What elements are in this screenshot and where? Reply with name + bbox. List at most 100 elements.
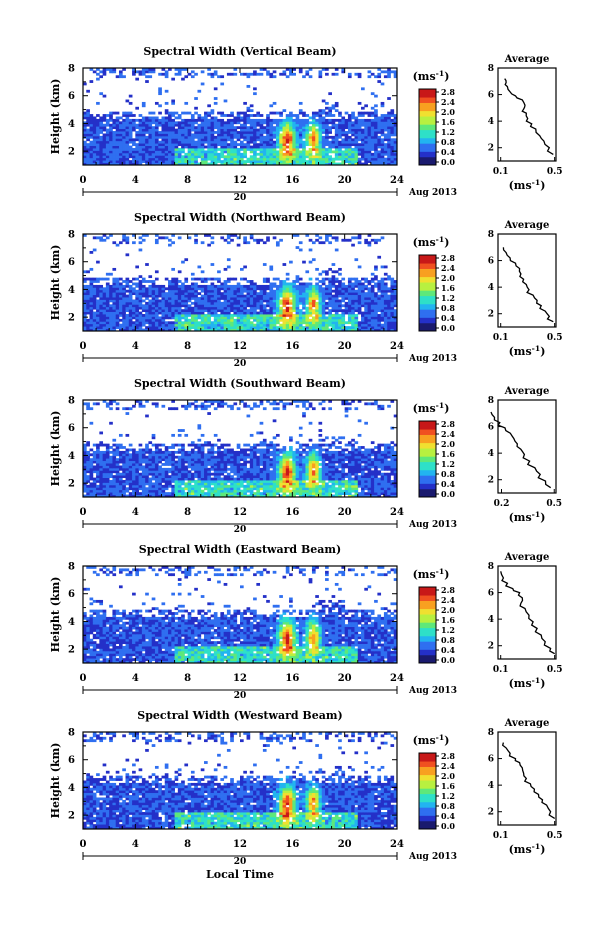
heatmap-cell: [321, 480, 326, 483]
heatmap-cell: [96, 162, 100, 166]
heatmap-cell: [315, 118, 319, 122]
heatmap-cell: [118, 145, 123, 149]
heatmap-cell: [158, 145, 162, 149]
heatmap-cell: [266, 280, 270, 283]
heatmap-cell: [102, 114, 107, 117]
heatmap-cell: [171, 121, 175, 125]
heatmap-cell: [226, 148, 231, 151]
heatmap-cell: [115, 126, 120, 130]
heatmap-cell: [220, 292, 225, 296]
heatmap-cell: [308, 126, 313, 130]
heatmap-cell: [328, 494, 332, 498]
heatmap-cell: [292, 138, 296, 142]
heatmap-cell: [197, 143, 202, 146]
heatmap-cell: [289, 299, 293, 303]
heatmap-cell: [357, 135, 362, 139]
heatmap-cell: [135, 294, 139, 298]
heatmap-cell: [334, 135, 339, 139]
heatmap-cell: [135, 150, 139, 154]
heatmap-cell: [102, 318, 107, 322]
heatmap-cell: [364, 328, 368, 332]
heatmap-cell: [285, 135, 290, 139]
heatmap-cell: [141, 314, 146, 317]
y-tick-label: 6: [68, 91, 75, 102]
heatmap-cell: [233, 126, 238, 130]
heatmap-cell: [354, 128, 359, 132]
heatmap-cell: [86, 326, 90, 329]
heatmap-cell: [135, 314, 139, 317]
heatmap-cell: [305, 118, 310, 122]
colorbar-frame: [418, 254, 437, 332]
heatmap-cell: [151, 143, 156, 146]
heatmap-cell: [89, 306, 94, 310]
heatmap-cell: [177, 150, 182, 154]
heatmap-cell: [102, 162, 107, 166]
heatmap-cell: [112, 289, 117, 293]
heatmap-cell: [393, 280, 398, 283]
heatmap-cell: [383, 314, 388, 317]
heatmap-cell: [99, 118, 104, 122]
heatmap-cell: [351, 294, 355, 298]
heatmap-cell: [374, 265, 378, 269]
heatmap-cell: [177, 72, 182, 76]
heatmap-cell: [204, 145, 208, 149]
heatmap-cell: [338, 480, 342, 483]
heatmap-cell: [383, 135, 388, 139]
heatmap-cell: [383, 70, 388, 74]
heatmap-cell: [204, 284, 208, 288]
heatmap-cell: [262, 135, 267, 139]
heatmap-cell: [194, 321, 198, 325]
heatmap-cell: [325, 311, 329, 315]
heatmap-cell: [311, 145, 316, 149]
heatmap-cell: [334, 299, 339, 303]
heatmap-cell: [308, 143, 313, 146]
heatmap-cell: [390, 306, 395, 310]
heatmap-cell: [344, 148, 349, 151]
heatmap-cell: [118, 301, 123, 305]
heatmap-cell: [243, 121, 247, 125]
heatmap-cell: [112, 487, 117, 491]
heatmap-cell: [279, 145, 283, 149]
heatmap-cell: [318, 292, 323, 296]
heatmap-cell: [99, 157, 104, 161]
heatmap-cell: [328, 131, 332, 134]
heatmap-cell: [266, 152, 270, 156]
heatmap-cell: [295, 306, 300, 310]
heatmap-cell: [393, 299, 398, 303]
heatmap-cell: [282, 301, 287, 305]
heatmap-cell: [115, 314, 120, 317]
heatmap-cell: [374, 94, 378, 98]
heatmap-cell: [282, 482, 287, 486]
heatmap-cell: [177, 480, 182, 483]
heatmap-cell: [99, 314, 104, 317]
heatmap-cell: [109, 494, 113, 498]
heatmap-cell: [357, 157, 362, 161]
heatmap-cell: [177, 314, 182, 317]
heatmap-cell: [315, 155, 319, 159]
heatmap-cell: [285, 145, 290, 149]
heatmap-cell: [334, 311, 339, 315]
heatmap-cell: [387, 487, 391, 491]
heatmap-cell: [236, 160, 241, 163]
heatmap-cell: [387, 126, 391, 130]
heatmap-cell: [86, 162, 90, 166]
heatmap-cell: [207, 150, 211, 154]
heatmap-cell: [357, 236, 362, 240]
heatmap-cell: [374, 140, 378, 144]
heatmap-cell: [275, 301, 280, 305]
heatmap-cell: [83, 160, 87, 163]
heatmap-cell: [204, 157, 208, 161]
heatmap-cell: [243, 128, 247, 132]
heatmap-cell: [275, 318, 280, 322]
heatmap-cell: [83, 126, 87, 130]
heatmap-cell: [105, 133, 110, 137]
heatmap-cell: [266, 294, 270, 298]
heatmap-cell: [115, 326, 120, 329]
heatmap-cell: [338, 123, 342, 127]
heatmap-cell: [249, 133, 254, 137]
heatmap-cell: [275, 482, 280, 486]
heatmap-cell: [305, 311, 310, 315]
heatmap-cell: [279, 155, 283, 159]
heatmap-cell: [341, 314, 346, 317]
heatmap-cell: [164, 294, 169, 298]
